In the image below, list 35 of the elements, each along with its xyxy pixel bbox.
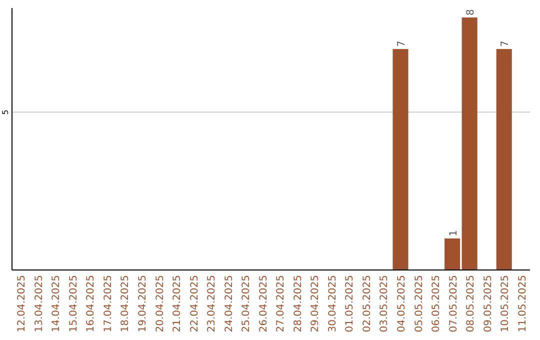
x-tick-label: 02.05.2025 — [362, 275, 373, 332]
x-tick-label: 26.04.2025 — [258, 275, 270, 332]
x-tick-label: 17.04.2025 — [102, 275, 114, 332]
x-tick-label: 12.04.2025 — [16, 275, 28, 332]
x-tick-label: 21.04.2025 — [172, 275, 184, 332]
x-tick-label: 04.05.2025 — [396, 275, 408, 332]
x-tick-label: 23.04.2025 — [206, 275, 218, 332]
x-tick-label: 11.05.2025 — [517, 275, 528, 332]
data-label: 7 — [396, 40, 408, 48]
x-tick-label: 10.05.2025 — [500, 275, 512, 332]
x-tick-label: 01.05.2025 — [344, 275, 356, 332]
x-tick-label: 24.04.2025 — [224, 275, 235, 332]
x-tick-label: 29.04.2025 — [310, 275, 322, 332]
x-tick-label: 03.05.2025 — [379, 275, 390, 332]
x-tick-label: 28.04.2025 — [292, 275, 304, 332]
x-tick-label: 06.05.2025 — [431, 275, 442, 332]
x-tick-label: 16.04.2025 — [86, 275, 97, 332]
data-label: 8 — [466, 9, 477, 16]
data-label: 7 — [500, 40, 512, 48]
x-tick-label: 05.05.2025 — [414, 275, 425, 332]
x-tick-label: 09.05.2025 — [482, 275, 494, 332]
x-tick-label: 19.04.2025 — [138, 275, 148, 332]
data-label: 1 — [448, 230, 460, 236]
x-tick-label: 14.04.2025 — [51, 275, 62, 332]
x-tick-label: 07.05.2025 — [448, 275, 460, 332]
x-tick-label: 25.04.2025 — [241, 275, 252, 332]
x-tick-label: 18.04.2025 — [120, 275, 132, 332]
x-tick-label: 22.04.2025 — [189, 275, 200, 332]
x-tick-label: 08.05.2025 — [466, 275, 477, 332]
x-tick-label: 15.04.2025 — [68, 275, 80, 332]
x-tick-label: 27.04.2025 — [276, 275, 287, 332]
x-tick-label: 20.04.2025 — [154, 275, 166, 332]
y-tick-label: 5 — [1, 110, 10, 115]
x-tick-label: 30.04.2025 — [327, 275, 338, 332]
x-tick-label: 13.04.2025 — [34, 275, 45, 332]
